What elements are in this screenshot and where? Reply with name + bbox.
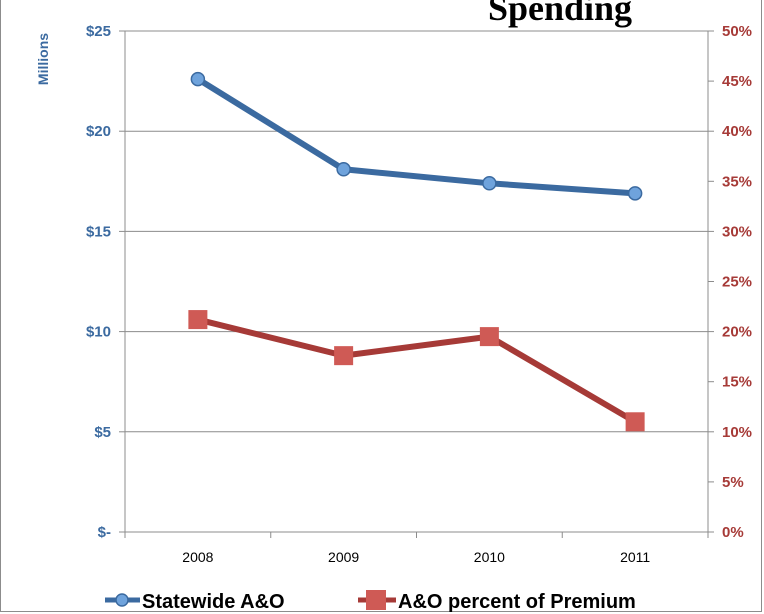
x-tick-label: 2010 bbox=[474, 549, 505, 565]
right-tick-label: 35% bbox=[722, 173, 752, 190]
x-tick-label: 2008 bbox=[182, 549, 213, 565]
x-tick-label: 2009 bbox=[328, 549, 359, 565]
data-point bbox=[482, 176, 497, 191]
right-axis-ticks: 0% 5% 10% 15% 20% 25% 30% 35% 40% 45% 50% bbox=[722, 23, 752, 541]
right-tick-label: 30% bbox=[722, 223, 752, 240]
gridlines bbox=[125, 30, 708, 433]
series-ao-percent bbox=[188, 310, 645, 432]
legend-marker-circle bbox=[115, 593, 129, 607]
series-statewide-ao bbox=[190, 71, 643, 201]
legend-marker-square bbox=[366, 590, 386, 610]
left-tick-label: $25 bbox=[86, 23, 111, 40]
left-tick-label: $20 bbox=[86, 123, 111, 140]
right-tick-label: 5% bbox=[722, 474, 744, 491]
data-point bbox=[336, 162, 351, 177]
x-tick-label: 2011 bbox=[620, 549, 650, 565]
chart-title: Spending bbox=[488, 0, 632, 28]
right-tick-label: 50% bbox=[722, 23, 752, 40]
data-point bbox=[479, 327, 499, 347]
right-tick-label: 20% bbox=[722, 324, 752, 341]
left-axis-title: Millions bbox=[35, 33, 51, 85]
legend-item-statewide-ao: Statewide A&O bbox=[105, 591, 285, 613]
legend-label-statewide-ao: Statewide A&O bbox=[142, 591, 285, 613]
legend-label-ao-percent: A&O percent of Premium bbox=[398, 591, 636, 613]
axes bbox=[119, 30, 714, 538]
data-point bbox=[627, 186, 643, 201]
data-point bbox=[190, 71, 206, 87]
series-layer bbox=[188, 71, 645, 432]
x-axis-ticks: 2008 2009 2010 2011 bbox=[182, 549, 650, 565]
left-tick-label: $10 bbox=[86, 324, 111, 341]
right-tick-label: 15% bbox=[722, 374, 752, 391]
series-line bbox=[194, 76, 639, 197]
right-tick-label: 40% bbox=[722, 123, 752, 140]
legend: Statewide A&O A&O percent of Premium bbox=[105, 590, 636, 613]
right-tick-label: 45% bbox=[722, 73, 752, 90]
legend-item-ao-percent: A&O percent of Premium bbox=[358, 590, 636, 613]
left-tick-label: $5 bbox=[94, 424, 111, 441]
left-axis-ticks: $- $5 $10 $15 $20 $25 bbox=[86, 23, 111, 541]
series-line bbox=[194, 316, 639, 425]
right-tick-label: 25% bbox=[722, 274, 752, 291]
left-tick-label: $- bbox=[98, 524, 111, 541]
data-point bbox=[188, 310, 208, 330]
right-tick-label: 10% bbox=[722, 424, 752, 441]
data-point bbox=[334, 346, 354, 366]
left-tick-label: $15 bbox=[86, 223, 111, 240]
right-tick-label: 0% bbox=[722, 524, 744, 541]
data-point bbox=[625, 412, 645, 432]
